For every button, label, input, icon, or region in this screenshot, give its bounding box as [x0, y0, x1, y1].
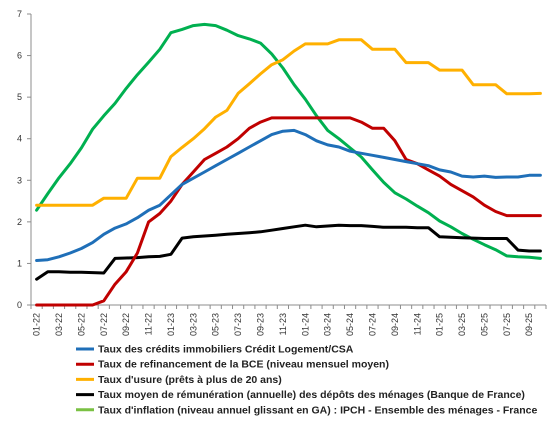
x-tick-label: 03-25 [457, 313, 467, 336]
x-tick-label: 07-22 [99, 313, 109, 336]
series-line-1 [35, 128, 542, 262]
y-tick-label: 4 [17, 134, 22, 144]
x-tick-label: 11-23 [278, 313, 288, 335]
y-tick-label: 5 [17, 92, 22, 102]
x-tick-label: 11-24 [412, 313, 422, 335]
x-tick-label: 03-22 [54, 313, 64, 336]
x-tick-label: 05-24 [345, 313, 355, 336]
y-tick-label: 2 [17, 217, 22, 227]
y-tick-label: 3 [17, 175, 22, 185]
y-tick-label: 6 [17, 51, 22, 61]
x-tick-label: 09-24 [390, 313, 400, 336]
series-line-3 [35, 38, 542, 207]
x-tick-label: 01-24 [300, 313, 310, 336]
x-tick-label: 07-25 [502, 313, 512, 336]
legend-label-3: Taux d'usure (prêts à plus de 20 ans) [98, 374, 282, 386]
x-tick-label: 07-23 [233, 313, 243, 336]
legend-label-2: Taux de refinancement de la BCE (niveau … [98, 359, 389, 371]
series-line-4 [35, 223, 542, 281]
legend-label-4: Taux moyen de rémunération (annuelle) de… [98, 389, 525, 401]
legend-label-5: Taux d'inflation (niveau annuel glissant… [98, 404, 537, 416]
series-line-2 [35, 116, 542, 307]
x-tick-label: 01-25 [435, 313, 445, 336]
x-tick-label: 09-23 [256, 313, 266, 336]
x-tick-label: 09-22 [121, 313, 131, 336]
y-tick-label: 7 [17, 9, 22, 19]
x-tick-label: 01-23 [166, 313, 176, 336]
x-tick-label: 11-22 [144, 313, 154, 335]
x-tick-label: 05-22 [76, 313, 86, 336]
x-tick-label: 05-23 [211, 313, 221, 336]
x-tick-label: 07-24 [367, 313, 377, 336]
x-tick-label: 01-22 [32, 313, 42, 336]
x-tick-label: 09-25 [524, 313, 534, 336]
legend-label-1: Taux des crédits immobiliers Crédit Loge… [98, 344, 354, 356]
x-tick-label: 05-25 [479, 313, 489, 336]
x-tick-label: 03-23 [188, 313, 198, 336]
series-line-5 [35, 22, 542, 260]
y-tick-label: 0 [17, 300, 22, 310]
y-tick-label: 1 [17, 258, 22, 268]
x-tick-label: 03-24 [323, 313, 333, 336]
